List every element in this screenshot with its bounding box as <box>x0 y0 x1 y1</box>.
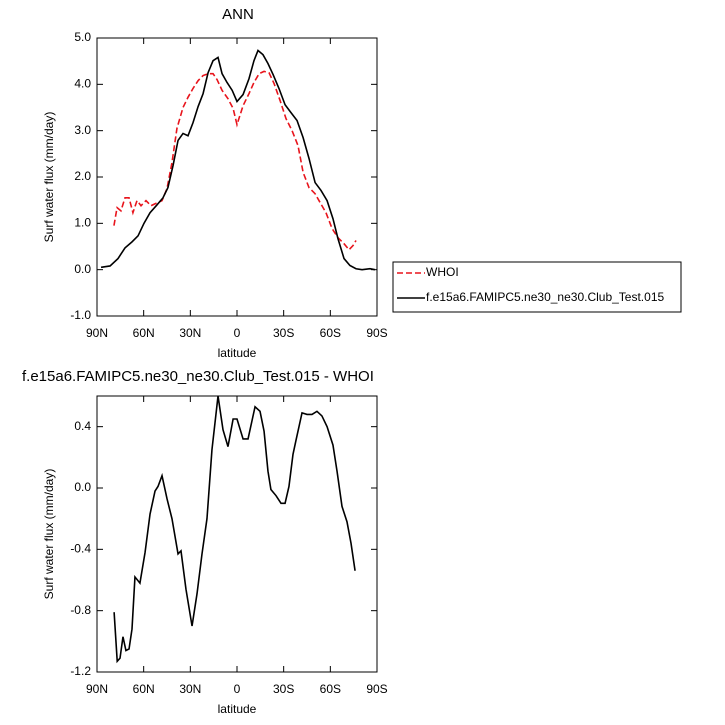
y-tick-label: -1.0 <box>70 308 91 322</box>
y-tick-label: 0.0 <box>74 262 91 276</box>
x-tick-label: 60S <box>320 682 341 696</box>
y-axis-label: Surf water flux (mm/day) <box>42 112 56 243</box>
x-tick-label: 30N <box>179 682 201 696</box>
legend-box <box>392 261 682 313</box>
y-tick-label: -0.8 <box>70 603 91 617</box>
x-tick-label: 90S <box>366 326 387 340</box>
legend-label: f.e15a6.FAMIPC5.ne30_ne30.Club_Test.015 <box>426 290 664 304</box>
plot-frame <box>96 37 378 317</box>
x-tick-label: 30S <box>273 326 294 340</box>
y-tick-label: -0.4 <box>70 542 91 556</box>
legend-label: WHOI <box>426 265 459 279</box>
y-tick-label: 1.0 <box>74 216 91 230</box>
y-tick-label: 3.0 <box>74 123 91 137</box>
x-axis-label: latitude <box>218 702 257 716</box>
y-axis-label: Surf water flux (mm/day) <box>42 469 56 600</box>
y-tick-label: 2.0 <box>74 169 91 183</box>
x-tick-label: 90S <box>366 682 387 696</box>
y-tick-label: 5.0 <box>74 30 91 44</box>
y-tick-label: -1.2 <box>70 664 91 678</box>
chart-title: f.e15a6.FAMIPC5.ne30_ne30.Club_Test.015 … <box>22 368 374 385</box>
data-line <box>113 70 357 251</box>
chart-title: ANN <box>222 6 254 23</box>
y-tick-label: 0.0 <box>74 480 91 494</box>
x-tick-label: 90N <box>86 682 108 696</box>
x-tick-label: 30N <box>179 326 201 340</box>
data-line <box>113 395 356 664</box>
x-tick-label: 60N <box>133 326 155 340</box>
x-tick-label: 60S <box>320 326 341 340</box>
x-tick-label: 0 <box>234 326 241 340</box>
x-axis-label: latitude <box>218 346 257 360</box>
x-tick-label: 0 <box>234 682 241 696</box>
x-tick-label: 60N <box>133 682 155 696</box>
y-tick-label: 0.4 <box>74 419 91 433</box>
x-tick-label: 90N <box>86 326 108 340</box>
plot-frame <box>96 395 378 673</box>
data-line <box>100 49 376 271</box>
x-tick-label: 30S <box>273 682 294 696</box>
legend: WHOI f.e15a6.FAMIPC5.ne30_ne30.Club_Test.… <box>392 261 682 313</box>
y-tick-label: 4.0 <box>74 77 91 91</box>
